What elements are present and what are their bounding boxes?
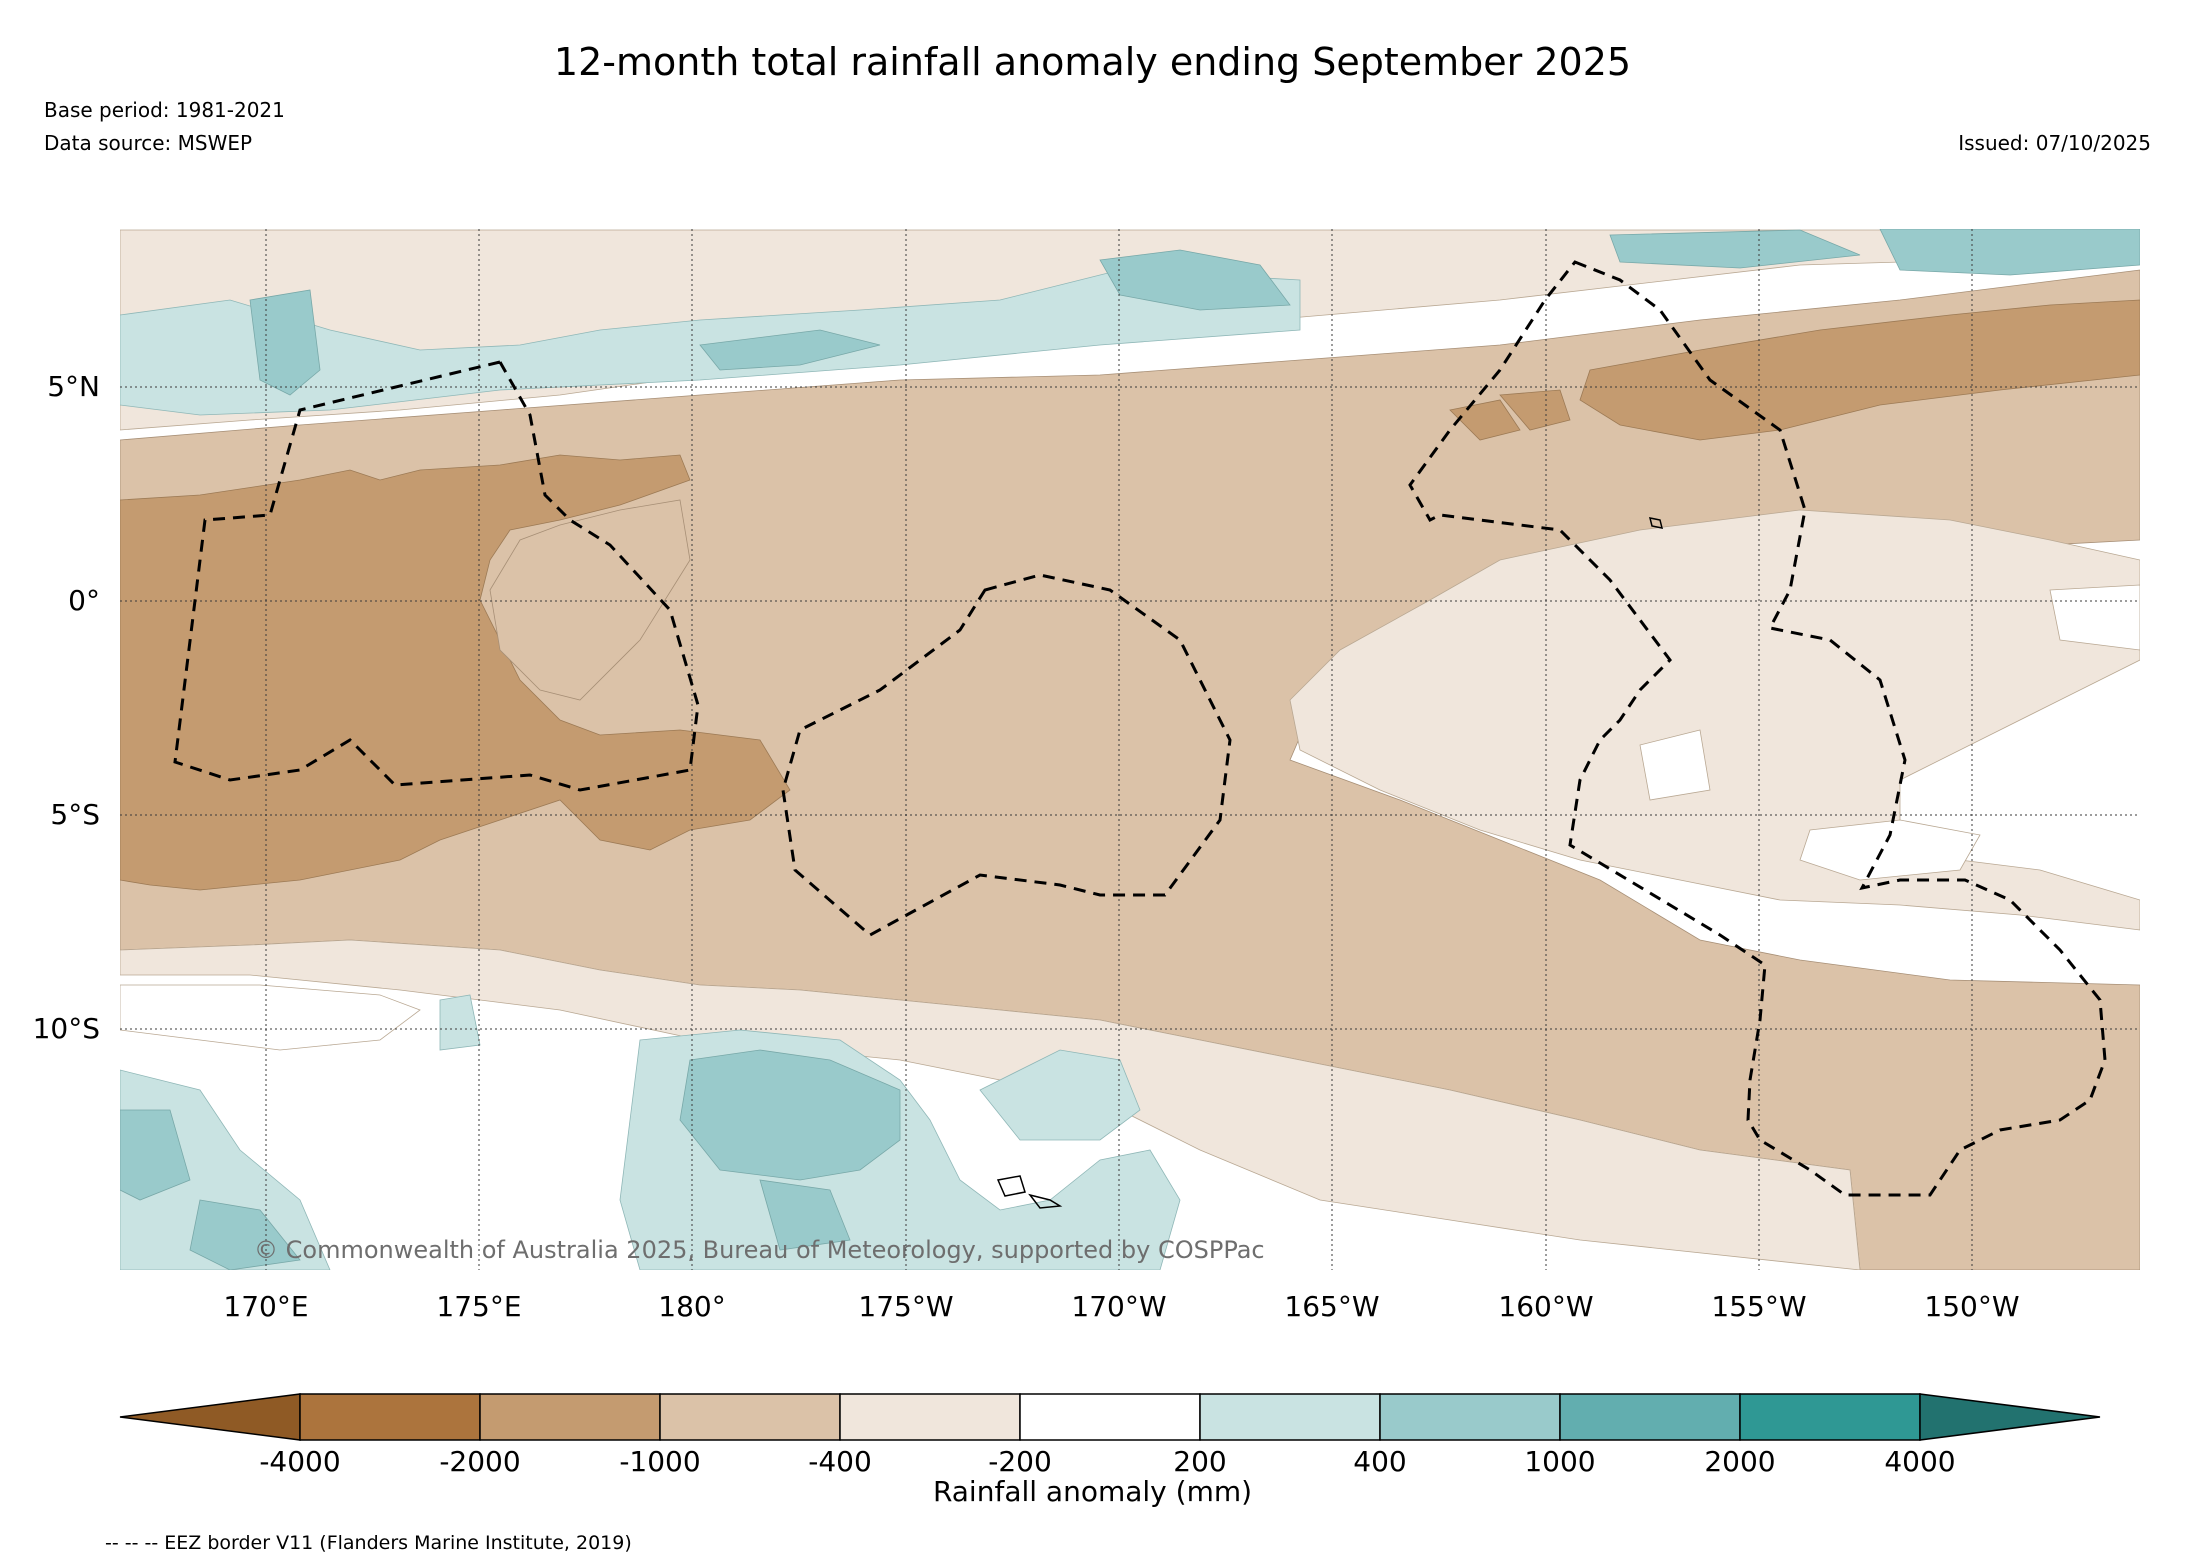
lat-label-10s: 10°S	[32, 1012, 100, 1045]
colorbar-extend-high	[1919, 1393, 2101, 1441]
eez-border-kiribati-gilbert	[173, 360, 700, 792]
colorbar-swatch	[659, 1393, 841, 1441]
colorbar-swatch	[479, 1393, 661, 1441]
lon-label-175w: 175°W	[858, 1290, 954, 1323]
colorbar-tick-label: 1000	[1524, 1445, 1596, 1478]
lat-label-5n: 5°N	[47, 370, 100, 403]
colorbar-tick-label: -2000	[439, 1445, 521, 1478]
colorbar-swatch	[299, 1393, 481, 1441]
graticule	[120, 229, 2140, 1270]
colorbar-swatch	[1559, 1393, 1741, 1441]
colorbar-tick-label: -1000	[619, 1445, 701, 1478]
eez-border-kiribati-phoenix	[781, 573, 1232, 937]
lon-label-170w: 170°W	[1071, 1290, 1167, 1323]
lat-label-equator: 0°	[68, 584, 100, 617]
colorbar-tick-label: 2000	[1704, 1445, 1776, 1478]
colorbar-tick-label: 200	[1173, 1445, 1227, 1478]
lon-label-180: 180°	[658, 1290, 726, 1323]
lon-label-155w: 155°W	[1711, 1290, 1807, 1323]
anomaly-region-surplus-south	[120, 994, 1181, 1270]
colorbar-tick-label: 4000	[1884, 1445, 1956, 1478]
colorbar-title: Rainfall anomaly (mm)	[932, 1475, 1253, 1508]
issued-date: Issued: 07/10/2025	[1958, 131, 2151, 155]
copyright-notice: © Commonwealth of Australia 2025, Bureau…	[254, 1236, 1265, 1264]
data-source: Data source: MSWEP	[44, 131, 253, 155]
island-outline	[1028, 1193, 1063, 1209]
colorbar-tick-label: -200	[988, 1445, 1052, 1478]
lat-label-5s: 5°S	[50, 798, 100, 831]
eez-borders	[173, 260, 2107, 1197]
colorbar-swatch	[839, 1393, 1021, 1441]
base-period: Base period: 1981-2021	[44, 98, 285, 122]
map-title: 12-month total rainfall anomaly ending S…	[553, 40, 1632, 84]
lon-label-160w: 160°W	[1498, 1290, 1594, 1323]
island-outlines	[996, 517, 1664, 1209]
colorbar-tick-label: 400	[1353, 1445, 1407, 1478]
island-outline	[1648, 517, 1664, 529]
anomaly-region-no-anomaly-east	[1639, 584, 2140, 881]
colorbar-tick-label: -4000	[259, 1445, 341, 1478]
anomaly-region-no-anomaly-southwest	[120, 984, 421, 1051]
colorbar	[119, 1393, 2101, 1441]
lon-label-165w: 165°W	[1284, 1290, 1380, 1323]
colorbar-swatch	[1379, 1393, 1561, 1441]
eez-legend-note: -- -- -- EEZ border V11 (Flanders Marine…	[105, 1532, 632, 1554]
colorbar-swatch	[1199, 1393, 1381, 1441]
island-outline	[996, 1175, 1026, 1197]
anomaly-region-surplus-northeast	[1879, 229, 2140, 276]
colorbar-swatch	[1739, 1393, 1921, 1441]
colorbar-extend-low	[119, 1393, 301, 1441]
anomaly-region-surplus-south-strong	[120, 1049, 901, 1270]
lon-label-150w: 150°W	[1924, 1290, 2020, 1323]
colorbar-tick-label: -400	[808, 1445, 872, 1478]
anomaly-region-surplus-north-strong	[249, 229, 1861, 396]
lon-label-175e: 175°E	[436, 1290, 522, 1323]
anomaly-region-strong-deficit-northeast	[1449, 299, 2140, 441]
lon-label-170e: 170°E	[223, 1290, 309, 1323]
anomaly-region-moderate-deficit-west-pocket	[489, 499, 691, 701]
map-plot-area	[120, 229, 2140, 1270]
colorbar-swatch	[1019, 1393, 1201, 1441]
